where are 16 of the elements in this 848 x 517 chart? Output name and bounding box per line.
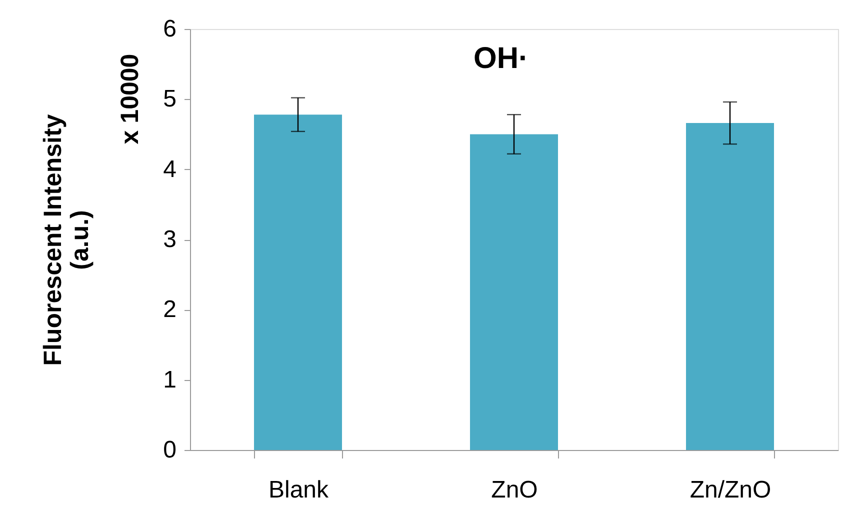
bar [254,114,342,450]
y-tick-label: 6 [163,16,176,42]
y-tick-label: 4 [163,156,176,183]
y-tick-label: 3 [163,226,176,253]
y-axis-title: Fluorescent Intensity (a.u.) [39,114,94,366]
y-tick-label: 1 [163,366,176,394]
chart-title: OH· [474,42,529,75]
y-tick-label: 0 [163,436,176,464]
x-tick-label: Blank [268,476,330,504]
y-tick-label: 2 [163,296,176,324]
bar [470,134,558,450]
y-tick-label: 5 [163,86,176,113]
x-tick-label: ZnO [491,476,538,504]
x-tick-label: Zn/ZnO [690,476,772,504]
text: x 10000 [116,54,144,144]
bar [686,123,774,450]
